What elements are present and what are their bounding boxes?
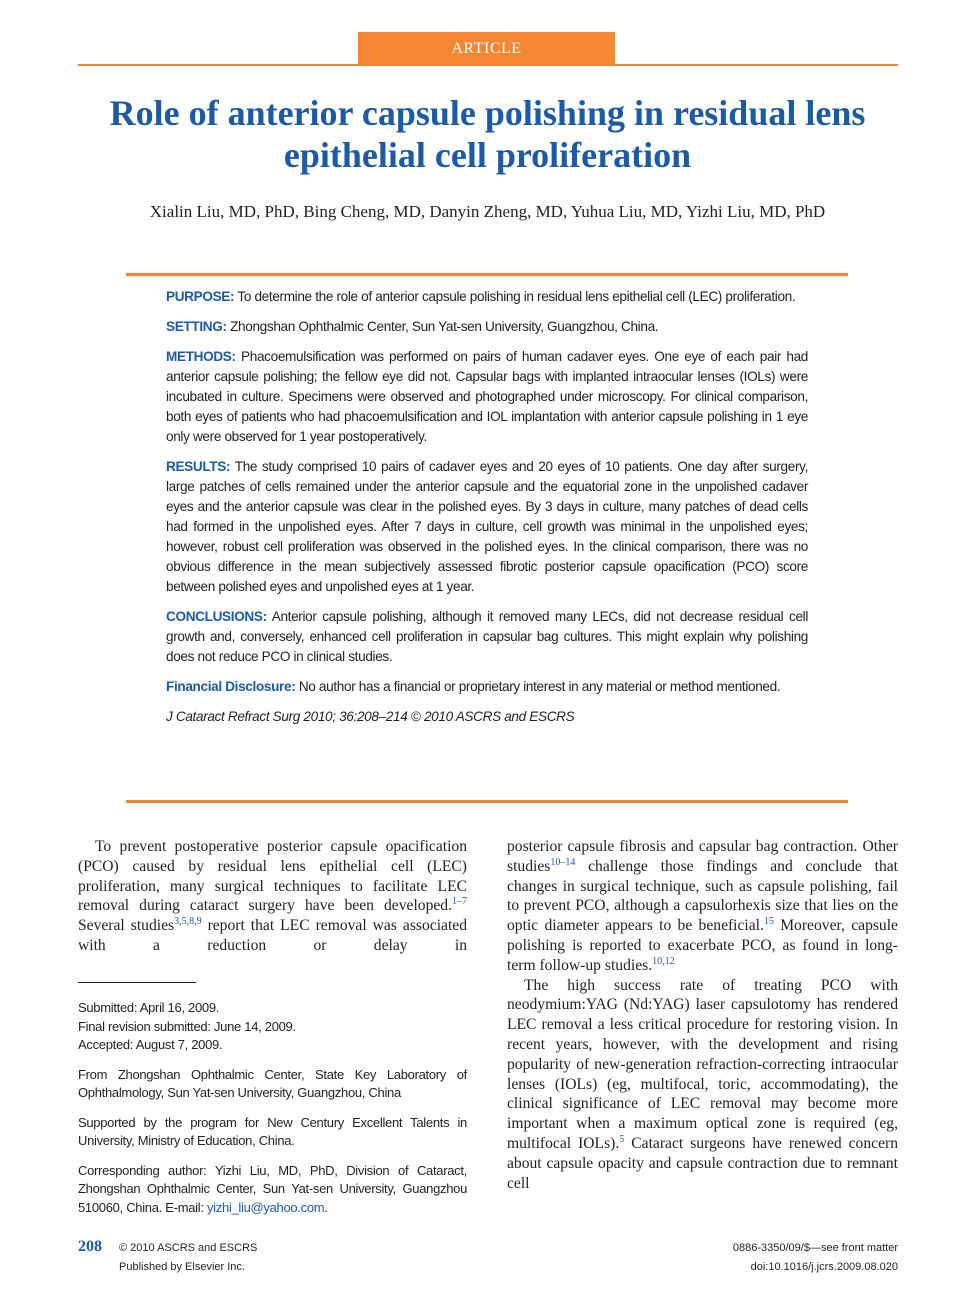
text-run: report that LEC removal was associated w… [78,917,467,954]
abstract-section: CONCLUSIONS: Anterior capsule polishing,… [166,607,808,667]
journal-citation: J Cataract Refract Surg 2010; 36:208–214… [166,709,575,724]
section-label: CONCLUSIONS: [166,609,267,624]
citation-ref[interactable]: 15 [763,916,774,928]
text-run: To prevent postoperative posterior capsu… [78,838,467,915]
paragraph: posterior capsule fibrosis and capsular … [507,837,898,976]
support: Supported by the program for New Century… [78,1114,467,1149]
doi: doi:10.1016/j.jcrs.2009.08.020 [750,1261,898,1273]
section-label: RESULTS: [166,459,231,474]
section-text: No author has a financial or proprietary… [298,679,781,694]
date: Final revision submitted: June 14, 2009. [78,1018,296,1034]
abstract: PURPOSE: To determine the role of anteri… [166,287,808,737]
issn: 0886-3350/09/$—see front matter [732,1242,898,1254]
publisher: Published by Elsevier Inc. [119,1261,245,1273]
abstract-rule [126,800,848,803]
section-label: METHODS: [166,349,236,364]
citation-ref[interactable]: 1–7 [452,896,467,908]
abstract-section: SETTING: Zhongshan Ophthalmic Center, Su… [166,317,808,337]
abstract-section: PURPOSE: To determine the role of anteri… [166,287,808,307]
text-run: Cataract surgeons have renewed concern a… [507,1134,898,1192]
section-text: To determine the role of anterior capsul… [237,289,796,304]
correspondence: Corresponding author: Yizhi Liu, MD, PhD… [78,1162,467,1218]
title-line: epithelial cell proliferation [283,135,692,175]
text-run: challenge those findings and conclude th… [507,857,898,935]
date: Submitted: April 16, 2009. [78,1000,220,1015]
date: Accepted: August 7, 2009. [78,1037,223,1052]
text-run: Several studies [78,917,175,935]
title-line: Role of anterior capsule polishing in re… [109,93,866,133]
citation-ref[interactable]: 10–14 [550,856,576,868]
affiliation: From Zhongshan Ophthalmic Center, State … [78,1066,467,1101]
body-column: posterior capsule fibrosis and capsular … [507,837,898,1193]
section-text: The study comprised 10 pairs of cadaver … [166,459,808,594]
body-column: To prevent postoperative posterior capsu… [78,837,467,956]
correspondence-text: Corresponding author: Yizhi Liu, MD, PhD… [78,1162,467,1215]
footnotes: Submitted: April 16, 2009. Final revision… [78,999,467,1228]
footnote-rule [78,982,196,983]
section-label: PURPOSE: [166,289,235,304]
section-text: Phacoemulsification was performed on pai… [166,349,808,444]
page-number: 208 [78,1238,102,1255]
dates: Submitted: April 16, 2009. Final revision… [78,999,467,1055]
section-label: SETTING: [166,319,227,334]
abstract-section: METHODS: Phacoemulsification was perform… [166,347,808,447]
text-run: posterior capsule fibrosis and capsular … [507,838,898,875]
email-link[interactable]: yizhi_liu@yahoo.com [206,1199,325,1215]
paragraph: The high success rate of treating PCO wi… [507,976,898,1194]
abstract-rule [126,273,848,276]
text-run: Moreover, capsule polishing is reported … [507,917,898,974]
title: Role of anterior capsule polishing in re… [60,92,915,176]
citation-ref[interactable]: 3,5,8,9 [174,916,202,928]
paragraph: To prevent postoperative posterior capsu… [78,837,467,956]
section-text: Zhongshan Ophthalmic Center, Sun Yat-sen… [230,319,659,334]
authors: Xialin Liu, MD, PhD, Bing Cheng, MD, Dan… [149,202,826,221]
citation-ref[interactable]: 5 [619,1133,625,1145]
text-run: The high success rate of treating PCO wi… [507,976,898,1152]
punctuation: . [324,1199,328,1215]
abstract-section: RESULTS: The study comprised 10 pairs of… [166,457,808,597]
section-label: Financial Disclosure: [166,679,296,694]
section-text: Anterior capsule polishing, although it … [166,609,809,664]
copyright: © 2010 ASCRS and ESCRS [119,1242,258,1254]
section-tab: ARTICLE [358,32,615,66]
citation-ref[interactable]: 10,12 [652,955,675,967]
header-rule [78,64,898,66]
abstract-section: Financial Disclosure: No author has a fi… [166,677,808,697]
